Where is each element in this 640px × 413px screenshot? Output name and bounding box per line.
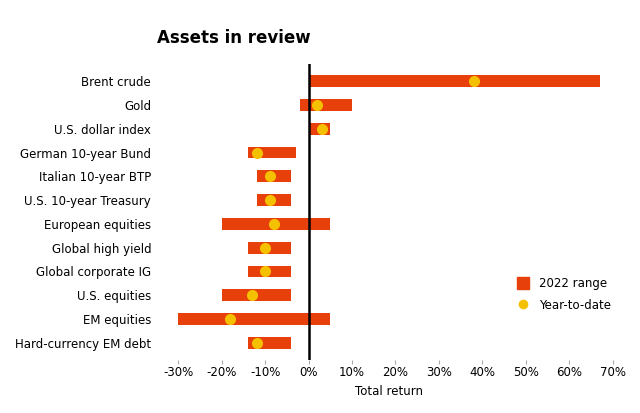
- Bar: [308, 123, 330, 135]
- Bar: [257, 194, 291, 206]
- Text: Assets in review: Assets in review: [157, 29, 310, 47]
- Bar: [300, 99, 352, 111]
- Bar: [248, 242, 291, 254]
- Bar: [248, 147, 296, 159]
- Legend: 2022 range, Year-to-date: 2022 range, Year-to-date: [513, 272, 616, 317]
- Bar: [248, 337, 291, 349]
- Bar: [222, 218, 330, 230]
- Bar: [257, 170, 291, 182]
- X-axis label: Total return: Total return: [355, 385, 423, 398]
- Bar: [308, 75, 600, 87]
- Bar: [179, 313, 330, 325]
- Bar: [222, 290, 291, 301]
- Bar: [248, 266, 291, 278]
